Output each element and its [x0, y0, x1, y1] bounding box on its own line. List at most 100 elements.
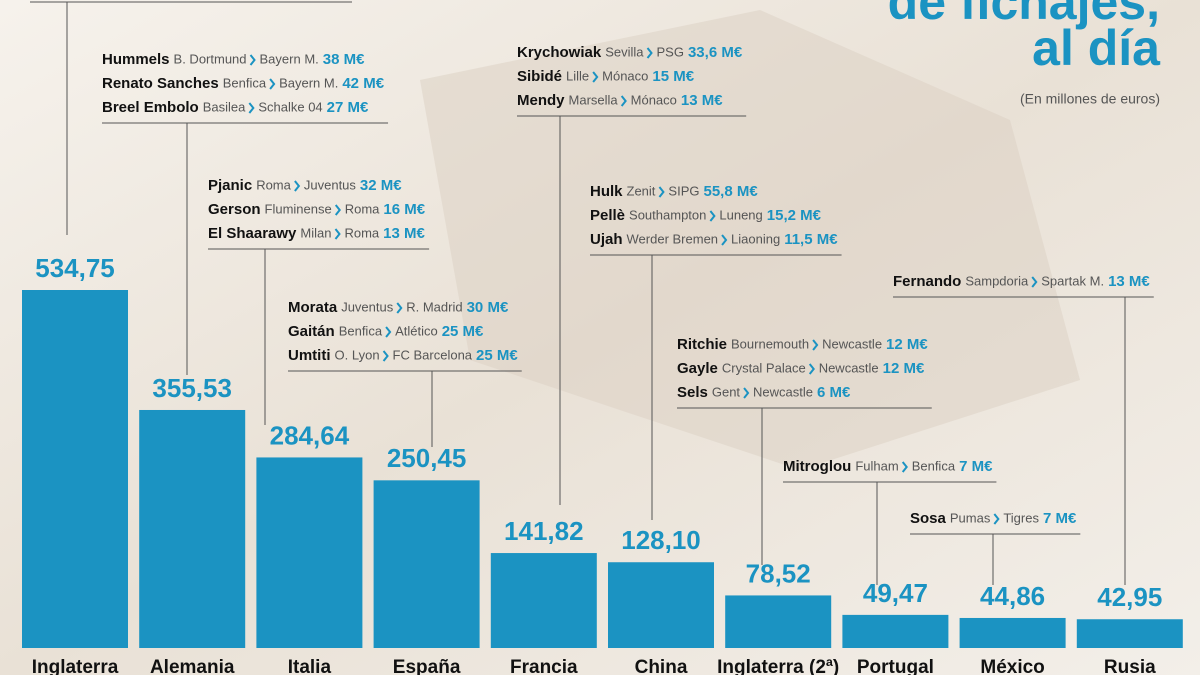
club-to: Schalke 04	[258, 99, 322, 114]
arrow	[385, 326, 392, 338]
arrow	[249, 54, 256, 66]
club-to: Benfica	[912, 458, 956, 473]
transfer-fee: 55,8 M€	[704, 183, 759, 200]
transfer-fee: 11,5 M€	[784, 231, 838, 248]
bar	[373, 480, 480, 648]
club-to: Newcastle	[753, 384, 813, 399]
transfer-fee: 15 M€	[652, 68, 694, 85]
club-to: Luneng	[719, 207, 762, 222]
club-to: R. Madrid	[406, 299, 462, 314]
bar	[725, 595, 832, 648]
player-name: Sibidé	[517, 68, 562, 85]
transfer-fee: 16 M€	[383, 201, 425, 218]
arrow	[721, 234, 728, 246]
club-to: Bayern M.	[260, 51, 319, 66]
player-name: Ujah	[590, 231, 623, 248]
arrow	[592, 71, 599, 83]
x-tick-label: México	[980, 657, 1044, 675]
player-name: Umtiti	[288, 347, 331, 364]
transfer-fee: 13 M€	[681, 92, 723, 109]
transfer-fee: 42 M€	[342, 75, 384, 92]
transfer-fee: 27 M€	[327, 99, 369, 116]
x-tick-label: Inglaterra (2ª)	[717, 657, 839, 675]
value-label: 49,47	[863, 578, 928, 608]
club-to: Atlético	[395, 323, 438, 338]
x-tick-label: Rusia	[1104, 657, 1156, 675]
club-from: Basilea	[203, 99, 246, 114]
club-from: Zenit	[627, 183, 656, 198]
club-from: O. Lyon	[335, 347, 380, 362]
club-to: Newcastle	[822, 336, 882, 351]
club-to: Newcastle	[819, 360, 879, 375]
transfer-fee: 25 M€	[476, 347, 518, 364]
transfer-fee: 13 M€	[1108, 273, 1150, 290]
transfer-fee: 7 M€	[1043, 510, 1077, 527]
bar	[139, 409, 246, 648]
arrow	[743, 387, 750, 399]
club-from: Roma	[256, 177, 291, 192]
club-to: Roma	[345, 201, 380, 216]
club-from: Marsella	[569, 92, 619, 107]
value-label: 250,45	[387, 443, 467, 473]
transfer-fee: 12 M€	[886, 336, 928, 353]
club-from: Southampton	[629, 207, 706, 222]
player-name: Breel Embolo	[102, 99, 199, 116]
club-from: Benfica	[223, 75, 267, 90]
player-name: Krychowiak	[517, 44, 602, 61]
arrow	[646, 47, 653, 59]
club-to: Spartak M.	[1041, 273, 1104, 288]
player-name: El Shaarawy	[208, 225, 297, 242]
club-from: Werder Bremen	[627, 231, 719, 246]
value-label: 284,64	[270, 420, 350, 450]
player-name: Sosa	[910, 510, 947, 527]
arrow	[334, 204, 341, 216]
arrow	[620, 95, 627, 107]
x-tick-label: Italia	[288, 657, 332, 675]
player-name: Morata	[288, 299, 338, 316]
bar	[608, 562, 714, 648]
club-from: Benfica	[339, 323, 383, 338]
arrow	[808, 363, 815, 375]
player-name: Ritchie	[677, 336, 727, 353]
transfer-fee: 6 M€	[817, 384, 851, 401]
club-from: B. Dortmund	[174, 51, 247, 66]
player-name: Mendy	[517, 92, 565, 109]
value-label: 44,86	[980, 581, 1045, 611]
x-tick-label: Francia	[510, 657, 578, 675]
x-tick-label: España	[393, 657, 461, 675]
club-from: Sampdoria	[965, 273, 1029, 288]
club-from: Sevilla	[605, 44, 644, 59]
transfer-fee: 13 M€	[383, 225, 425, 242]
arrow	[993, 513, 1000, 525]
player-name: Gerson	[208, 201, 261, 218]
club-to: SIPG	[668, 183, 699, 198]
value-label: 534,75	[35, 253, 115, 283]
arrow	[709, 210, 716, 222]
arrow	[1031, 276, 1038, 288]
x-tick-label: Inglaterra	[32, 657, 119, 675]
arrow	[248, 102, 255, 114]
player-name: Hulk	[590, 183, 623, 200]
club-to: Bayern M.	[279, 75, 338, 90]
arrow	[334, 228, 341, 240]
player-name: Pjanic	[208, 177, 252, 194]
bar	[959, 617, 1066, 648]
club-from: Fulham	[855, 458, 898, 473]
club-to: Mónaco	[602, 68, 648, 83]
club-to: Liaoning	[731, 231, 780, 246]
x-tick-label: Portugal	[857, 657, 934, 675]
club-from: Pumas	[950, 510, 991, 525]
club-to: Roma	[344, 225, 379, 240]
value-label: 42,95	[1097, 582, 1162, 612]
chart-subtitle: (En millones de euros)	[1020, 91, 1160, 107]
bar	[490, 553, 597, 648]
banknotes-photo	[420, 10, 1080, 470]
arrow	[812, 339, 819, 351]
arrow	[658, 186, 665, 198]
value-label: 355,53	[152, 373, 232, 403]
player-name: Fernando	[893, 273, 961, 290]
chart-title: al día	[1032, 20, 1161, 76]
x-tick-label: Alemania	[150, 657, 235, 675]
player-name: Hummels	[102, 51, 170, 68]
club-to: FC Barcelona	[393, 347, 473, 362]
